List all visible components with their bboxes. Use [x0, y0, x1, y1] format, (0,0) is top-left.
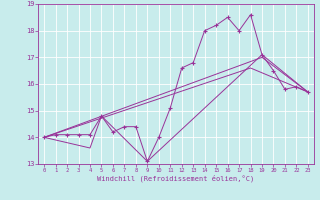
X-axis label: Windchill (Refroidissement éolien,°C): Windchill (Refroidissement éolien,°C): [97, 175, 255, 182]
